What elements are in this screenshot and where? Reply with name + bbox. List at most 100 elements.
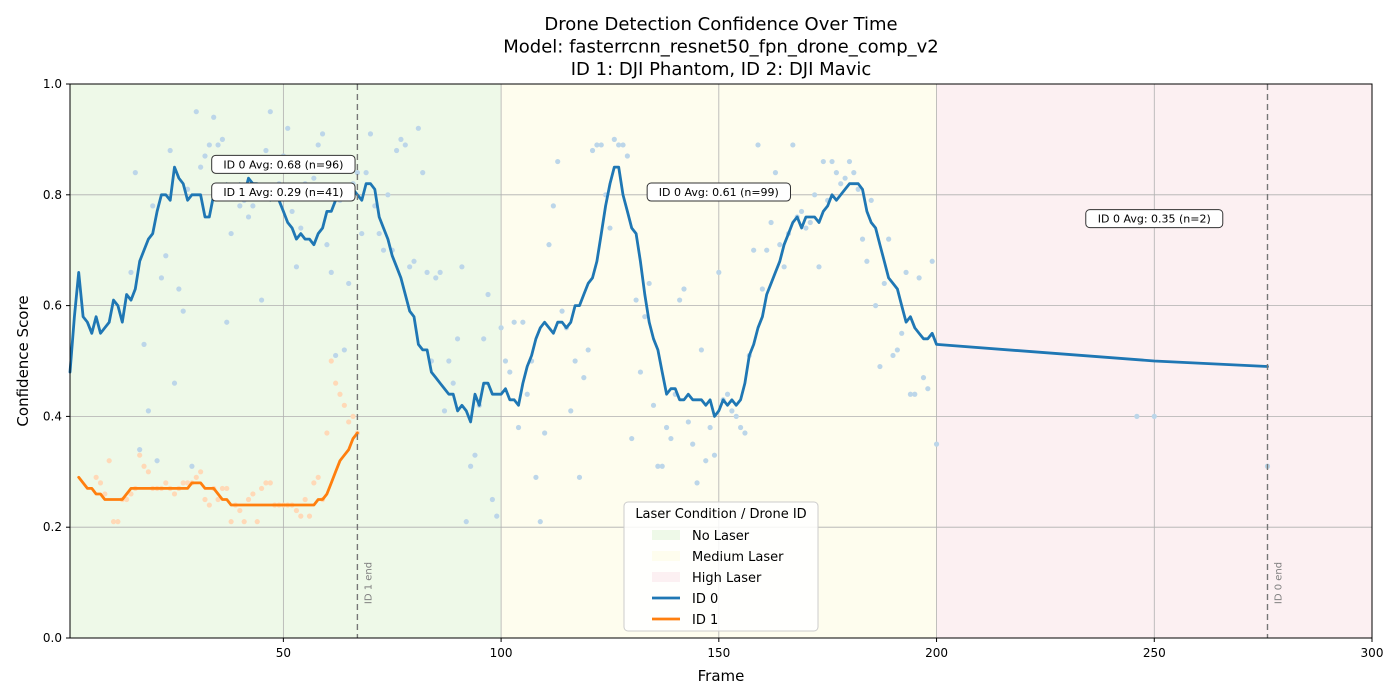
scatter-point bbox=[110, 519, 117, 525]
scatter-point bbox=[241, 519, 247, 525]
scatter-point bbox=[206, 502, 212, 508]
scatter-point bbox=[812, 192, 818, 198]
scatter-point bbox=[589, 147, 596, 154]
scatter-point bbox=[581, 375, 587, 381]
scatter-point bbox=[124, 496, 130, 503]
scatter-point bbox=[1151, 413, 1157, 419]
scatter-point bbox=[502, 358, 509, 364]
y-tick-label: 0.4 bbox=[43, 409, 62, 423]
scatter-point bbox=[263, 480, 269, 486]
scatter-point bbox=[846, 158, 853, 165]
scatter-point bbox=[737, 424, 744, 431]
scatter-point bbox=[154, 458, 160, 464]
scatter-point bbox=[402, 142, 408, 148]
end-label: ID 1 end bbox=[363, 562, 374, 604]
scatter-point bbox=[677, 297, 683, 303]
scatter-point bbox=[219, 136, 226, 142]
legend-label: High Laser bbox=[692, 571, 762, 586]
scatter-point bbox=[128, 269, 134, 275]
series-line-id-1 bbox=[77, 431, 359, 507]
scatter-point bbox=[263, 147, 269, 154]
scatter-point bbox=[907, 391, 914, 397]
average-annotations: ID 0 Avg: 0.68 (n=96) ID 1 Avg: 0.29 (n=4… bbox=[211, 154, 1224, 229]
scatter-point bbox=[311, 175, 317, 181]
scatter-point bbox=[102, 491, 108, 497]
scatter-point bbox=[328, 358, 334, 364]
scatter-point bbox=[890, 352, 896, 359]
scatter-point bbox=[441, 408, 448, 414]
scatter-point bbox=[267, 109, 273, 115]
scatter-point bbox=[346, 280, 352, 287]
scatter-point bbox=[219, 485, 226, 492]
scatter-point bbox=[363, 170, 369, 176]
scatter-point bbox=[319, 131, 326, 137]
scatter-point bbox=[1134, 413, 1140, 419]
legend-swatch bbox=[652, 572, 680, 582]
scatter-point bbox=[768, 219, 774, 226]
scatter-point bbox=[285, 125, 291, 131]
scatter-point bbox=[498, 325, 504, 331]
scatter-point bbox=[215, 496, 221, 503]
scatter-point bbox=[145, 469, 151, 475]
scatter-point bbox=[803, 225, 809, 231]
scatter-point bbox=[206, 142, 212, 148]
scatter-point bbox=[694, 480, 700, 486]
scatter-point bbox=[611, 136, 617, 142]
title-line: ID 1: DJI Phantom, ID 2: DJI Mavic bbox=[571, 59, 872, 80]
scatter-point bbox=[415, 125, 421, 131]
scatter-point bbox=[180, 480, 186, 486]
avg-annotation: ID 1 Avg: 0.29 (n=41) bbox=[211, 182, 356, 202]
x-tick-label: 200 bbox=[925, 646, 948, 660]
scatter-point bbox=[163, 480, 169, 486]
x-tick-label: 100 bbox=[490, 646, 513, 660]
scatter-point bbox=[755, 142, 761, 148]
scatter-point bbox=[481, 336, 487, 342]
scatter-point bbox=[781, 264, 787, 270]
scatter-point bbox=[685, 419, 691, 425]
scatter-point bbox=[245, 496, 252, 503]
scatter-point bbox=[171, 491, 178, 497]
scatter-point bbox=[550, 203, 556, 209]
avg-annotation-text: ID 0 Avg: 0.35 (n=2) bbox=[1098, 213, 1211, 226]
scatter-point bbox=[729, 408, 735, 414]
scatter-point bbox=[524, 391, 530, 397]
avg-annotation-box bbox=[211, 182, 356, 202]
scatter-point bbox=[137, 452, 143, 458]
scatter-point bbox=[224, 319, 230, 325]
scatter-point bbox=[842, 175, 848, 181]
scatter-point bbox=[446, 358, 452, 364]
y-axis-label: Confidence Score bbox=[14, 295, 32, 426]
scatter-point bbox=[663, 424, 670, 431]
scatter-point bbox=[820, 158, 826, 165]
scatter-point bbox=[511, 319, 517, 325]
scatter-point bbox=[145, 408, 151, 414]
scatter-point bbox=[542, 430, 548, 436]
scatter-point bbox=[341, 347, 347, 353]
scatter-point bbox=[520, 319, 526, 325]
scatter-point bbox=[341, 402, 347, 408]
scatter-point bbox=[716, 269, 722, 275]
x-tick-label: 300 bbox=[1361, 646, 1384, 660]
scatter-point bbox=[790, 142, 796, 148]
legend-label: ID 1 bbox=[692, 613, 718, 628]
scatter-point bbox=[359, 230, 365, 237]
scatter-point bbox=[559, 308, 565, 314]
scatter-point bbox=[903, 269, 909, 275]
scatter-point bbox=[833, 170, 839, 176]
scatter-point bbox=[93, 474, 99, 480]
scatter-point bbox=[864, 258, 870, 264]
scatter-point bbox=[420, 170, 426, 176]
scatter-point bbox=[258, 297, 265, 303]
avg-annotation-text: ID 1 Avg: 0.29 (n=41) bbox=[223, 186, 343, 199]
scatter-point bbox=[293, 264, 300, 270]
scatter-point bbox=[868, 197, 874, 203]
scatter-point bbox=[655, 463, 661, 469]
scatter-point bbox=[851, 170, 857, 176]
scatter-point bbox=[703, 458, 709, 464]
scatter-point bbox=[211, 114, 217, 120]
scatter-point bbox=[916, 275, 922, 281]
scatter-point bbox=[764, 247, 770, 253]
scatter-point bbox=[633, 297, 639, 303]
scatter-point bbox=[333, 352, 339, 359]
scatter-point bbox=[616, 142, 622, 148]
